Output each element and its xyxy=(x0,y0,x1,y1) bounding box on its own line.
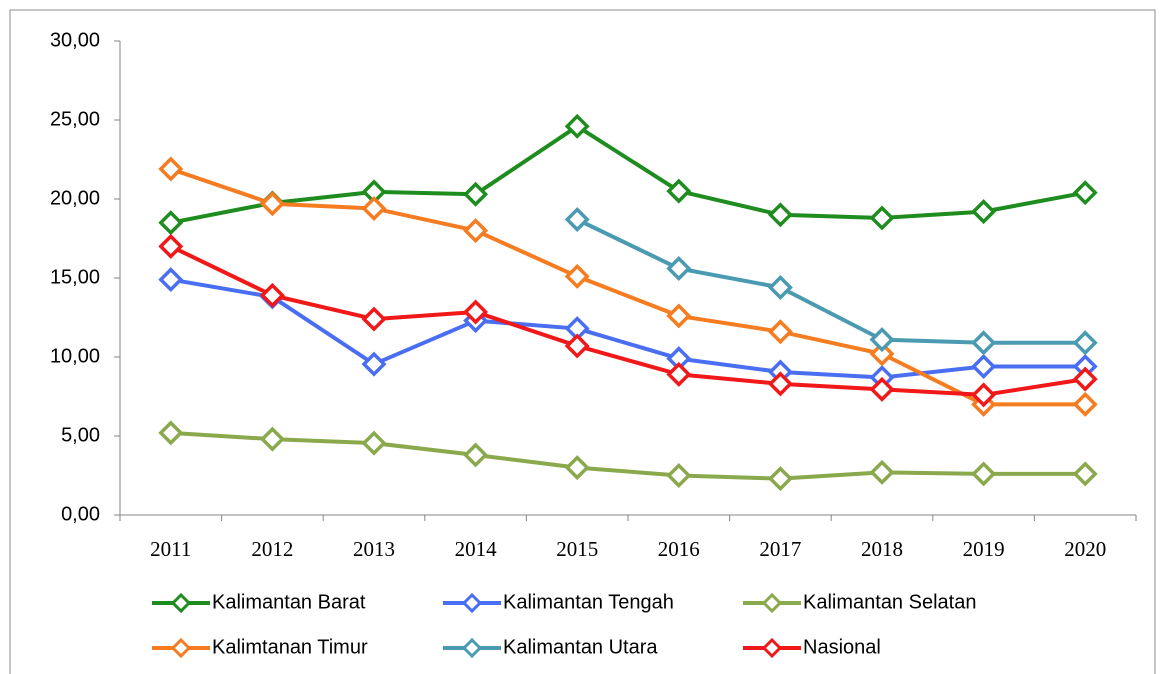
point xyxy=(361,196,387,221)
series-line xyxy=(170,124,1086,225)
point xyxy=(463,218,489,244)
point xyxy=(971,199,997,225)
legend-marker xyxy=(461,637,483,659)
point xyxy=(1072,461,1098,487)
point xyxy=(158,156,184,182)
point xyxy=(158,420,184,446)
point xyxy=(767,371,793,397)
point xyxy=(869,205,895,231)
legend-marker xyxy=(461,592,483,614)
point xyxy=(361,351,387,377)
point xyxy=(869,327,895,353)
point xyxy=(971,382,997,408)
y-tick-label: 5,00 xyxy=(61,424,100,446)
legend-marker xyxy=(761,637,783,659)
point xyxy=(666,303,692,329)
point xyxy=(564,207,590,233)
point xyxy=(259,191,285,217)
series-line xyxy=(576,217,1086,345)
point xyxy=(666,361,692,387)
point xyxy=(1072,180,1098,206)
legend-label: Kalimantan Selatan xyxy=(803,591,976,613)
point xyxy=(666,178,692,204)
legend-label: Kalimantan Tengah xyxy=(503,591,674,613)
point xyxy=(666,463,692,488)
point xyxy=(361,430,387,456)
x-tick-label: 2012 xyxy=(251,537,293,561)
point xyxy=(564,333,590,359)
point xyxy=(463,181,489,207)
point xyxy=(1072,330,1098,356)
point xyxy=(361,306,387,332)
point xyxy=(259,282,285,308)
x-tick-label: 2018 xyxy=(861,537,903,561)
point xyxy=(1072,391,1098,417)
point xyxy=(767,275,793,300)
point xyxy=(869,341,895,367)
point xyxy=(463,442,489,468)
x-tick-label: 2011 xyxy=(150,537,191,561)
y-tick-label: 30,00 xyxy=(50,29,100,51)
point xyxy=(158,210,184,236)
y-tick-label: 25,00 xyxy=(50,108,100,130)
legend-marker xyxy=(170,637,192,659)
point xyxy=(971,330,997,356)
y-tick-label: 0,00 xyxy=(61,503,100,525)
point xyxy=(564,455,590,481)
legend-label: Nasional xyxy=(803,636,881,658)
x-tick-label: 2014 xyxy=(455,537,498,561)
x-tick-label: 2016 xyxy=(658,537,700,561)
point xyxy=(767,319,793,345)
series-line xyxy=(170,430,1086,481)
point xyxy=(666,256,692,281)
y-tick-label: 20,00 xyxy=(50,187,100,209)
x-tick-label: 2017 xyxy=(759,537,801,561)
x-tick-label: 2020 xyxy=(1064,537,1106,561)
point xyxy=(158,267,184,293)
point xyxy=(1072,366,1098,392)
x-tick-label: 2015 xyxy=(556,537,598,561)
series-line xyxy=(169,244,1086,397)
series-line xyxy=(170,167,1086,407)
point xyxy=(767,466,793,492)
legend-label: Kalimantan Utara xyxy=(503,636,658,658)
point xyxy=(564,113,590,139)
point xyxy=(767,202,793,228)
y-tick-label: 15,00 xyxy=(50,266,100,288)
x-tick-label: 2013 xyxy=(353,537,395,561)
point xyxy=(971,354,997,379)
point xyxy=(971,461,997,487)
legend-label: Kalimantan Barat xyxy=(212,591,366,613)
point xyxy=(869,376,895,402)
legend-label: Kalimtanan Timur xyxy=(212,636,368,658)
point xyxy=(463,299,489,325)
point xyxy=(158,233,184,259)
legend-marker xyxy=(761,592,783,614)
y-tick-label: 10,00 xyxy=(50,345,100,367)
legend-marker xyxy=(170,592,192,614)
point xyxy=(869,459,895,485)
point xyxy=(564,263,590,289)
x-tick-label: 2019 xyxy=(963,537,1005,561)
point xyxy=(259,426,285,452)
series-line xyxy=(170,277,1086,380)
